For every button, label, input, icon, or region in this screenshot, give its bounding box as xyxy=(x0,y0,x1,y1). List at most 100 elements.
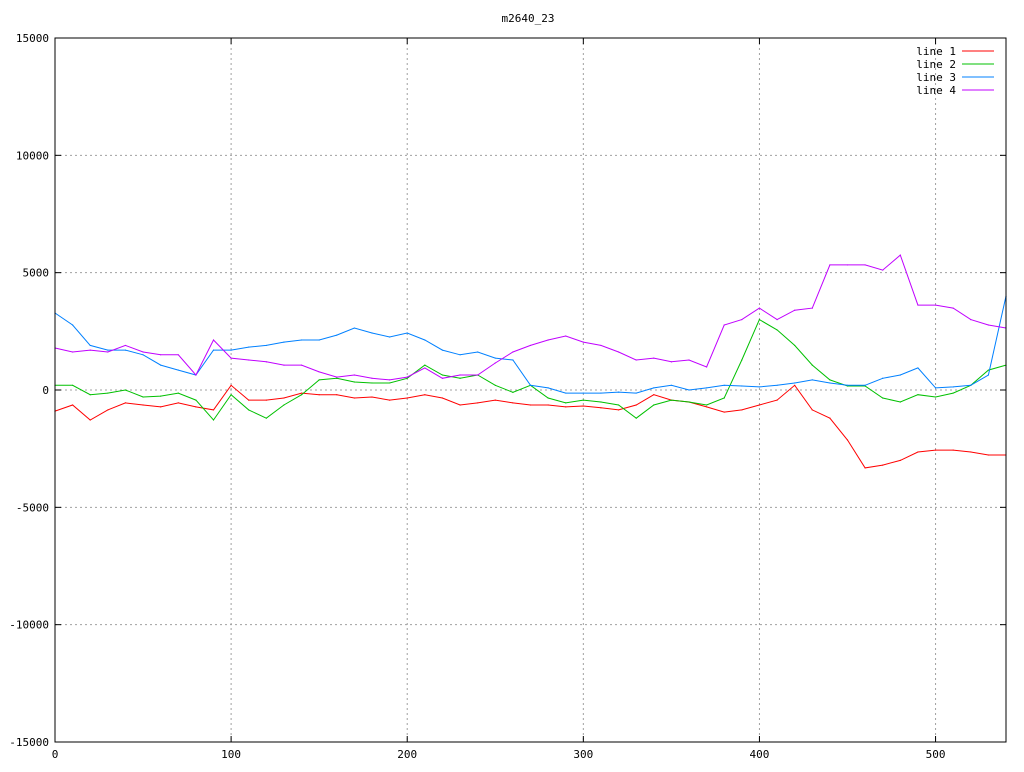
data-point xyxy=(248,359,250,361)
data-point xyxy=(829,382,831,384)
data-point xyxy=(459,404,461,406)
data-point xyxy=(230,357,232,359)
data-point xyxy=(230,384,232,386)
data-point xyxy=(389,336,391,338)
data-point xyxy=(758,404,761,406)
legend-label: line 1 xyxy=(916,45,956,58)
data-point xyxy=(987,324,989,326)
data-point xyxy=(72,404,74,406)
data-point xyxy=(318,371,320,373)
data-point xyxy=(617,351,620,353)
data-point xyxy=(336,394,338,396)
data-point xyxy=(706,404,708,406)
data-point xyxy=(89,349,91,351)
data-point xyxy=(160,354,162,356)
data-point xyxy=(212,419,215,421)
data-point xyxy=(882,464,884,466)
data-point xyxy=(389,382,391,384)
data-point xyxy=(864,467,866,469)
data-point xyxy=(670,361,672,363)
data-point xyxy=(617,404,620,406)
data-point xyxy=(477,351,479,353)
legend-label: line 2 xyxy=(916,58,956,71)
data-point xyxy=(318,339,320,341)
data-point xyxy=(318,379,320,381)
data-point xyxy=(424,339,426,341)
data-point xyxy=(529,404,532,406)
data-point xyxy=(283,404,285,406)
data-point xyxy=(195,399,197,401)
data-point xyxy=(600,392,602,394)
data-point xyxy=(741,385,743,387)
data-point xyxy=(300,394,303,396)
data-point xyxy=(794,344,796,347)
data-point xyxy=(353,374,355,376)
data-point xyxy=(371,396,373,398)
data-point xyxy=(723,324,725,326)
data-point xyxy=(952,392,954,394)
data-point xyxy=(124,349,127,351)
data-point xyxy=(512,391,514,393)
data-point xyxy=(124,344,127,347)
data-point xyxy=(389,399,391,401)
data-point xyxy=(970,319,972,321)
series-line-3 xyxy=(54,295,1007,394)
data-point xyxy=(600,401,602,403)
data-point xyxy=(846,439,849,441)
grid xyxy=(55,38,1006,742)
data-point xyxy=(265,361,267,363)
data-point xyxy=(899,374,901,376)
data-point xyxy=(547,404,549,406)
data-point xyxy=(424,367,426,369)
data-point xyxy=(952,307,954,309)
data-point xyxy=(265,399,267,401)
data-point xyxy=(723,384,725,386)
data-point xyxy=(283,341,285,343)
data-point xyxy=(635,359,637,361)
data-point xyxy=(248,346,250,348)
data-point xyxy=(653,387,655,389)
data-point xyxy=(529,344,532,347)
data-point xyxy=(688,401,690,403)
data-point xyxy=(565,335,567,337)
data-point xyxy=(653,394,655,396)
data-point xyxy=(899,401,901,403)
data-point xyxy=(89,344,91,347)
data-point xyxy=(230,349,232,351)
data-point xyxy=(635,392,637,394)
data-point xyxy=(600,407,602,409)
data-point xyxy=(829,417,831,419)
data-point xyxy=(529,384,532,386)
data-point xyxy=(758,307,761,309)
data-point xyxy=(706,387,708,389)
data-point xyxy=(265,344,267,347)
data-point xyxy=(142,404,144,406)
data-point xyxy=(970,451,972,453)
data-point xyxy=(653,357,655,359)
data-point xyxy=(934,304,937,306)
axis-ticks: 0 100 200 300 400 500 -15000 -10000 -5000 0 5000 10… xyxy=(9,32,1006,761)
data-point xyxy=(248,399,250,401)
data-point xyxy=(776,384,778,386)
y-tick-label: 0 xyxy=(42,384,49,397)
data-point xyxy=(882,397,884,399)
data-point xyxy=(248,409,250,411)
data-point xyxy=(177,392,179,394)
data-point xyxy=(617,409,620,411)
data-point xyxy=(723,397,725,399)
x-tick-label: 100 xyxy=(221,748,241,761)
data-point xyxy=(670,399,672,401)
data-point xyxy=(318,394,320,396)
data-point xyxy=(582,392,584,394)
data-point xyxy=(776,319,778,321)
data-point xyxy=(89,394,91,396)
data-point xyxy=(195,406,197,408)
data-point xyxy=(811,364,813,366)
data-point xyxy=(600,344,602,347)
data-point xyxy=(300,392,303,394)
data-point xyxy=(212,409,215,411)
data-point xyxy=(406,376,408,378)
data-point xyxy=(706,406,708,408)
x-tick-label: 400 xyxy=(750,748,770,761)
